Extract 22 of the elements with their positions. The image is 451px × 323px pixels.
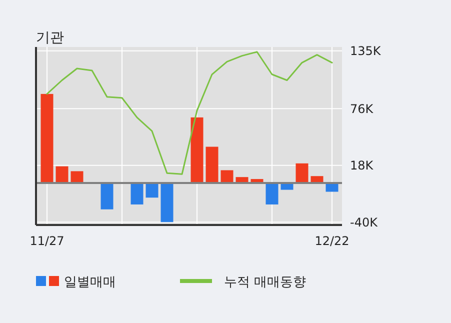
y-tick-label: 76K <box>350 102 374 116</box>
legend-label: 일별매매 <box>64 275 116 290</box>
bar <box>220 170 234 183</box>
x-tick-label: 11/27 <box>30 234 64 248</box>
bar <box>40 94 54 183</box>
bar <box>100 182 114 210</box>
bar <box>206 146 218 183</box>
bar <box>130 182 144 204</box>
x-tick-label: 12/22 <box>314 234 350 248</box>
bar <box>296 163 308 183</box>
bar <box>146 182 158 198</box>
bar <box>266 182 278 204</box>
y-tick-label: -40K <box>350 215 379 230</box>
bar <box>56 166 68 183</box>
legend-label: 누적 매매동향 <box>224 275 306 290</box>
bar <box>190 117 204 183</box>
y-tick-label: 135K <box>350 44 382 58</box>
bar <box>160 182 174 222</box>
chart-title: 기관 <box>36 30 64 46</box>
line-series <box>46 51 333 175</box>
y-tick-label: 18K <box>350 158 374 173</box>
bar <box>70 171 84 183</box>
